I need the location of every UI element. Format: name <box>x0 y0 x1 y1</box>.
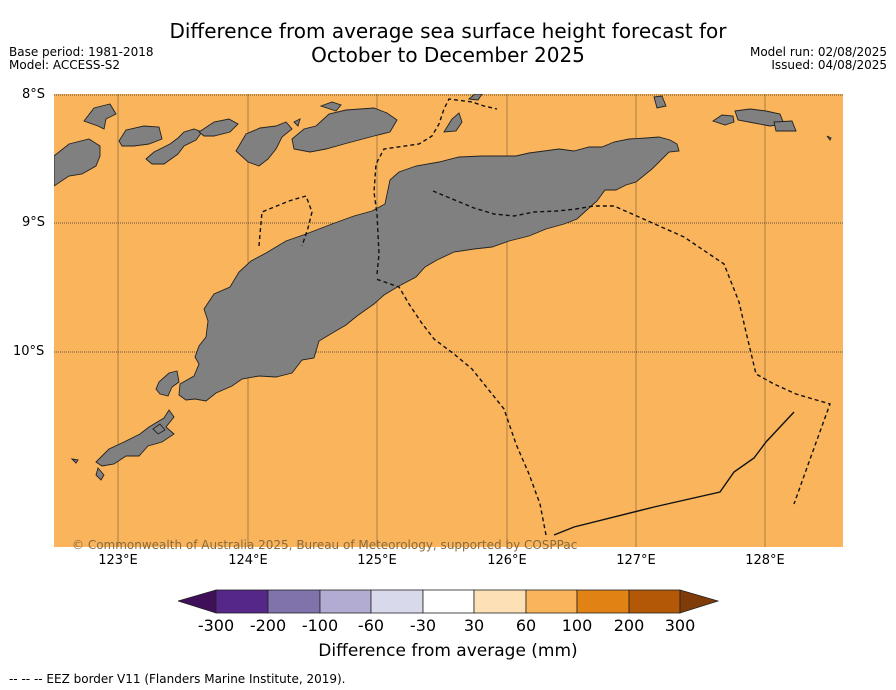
flores-island <box>54 138 101 187</box>
title-line-2: October to December 2025 <box>311 43 585 67</box>
rote-island <box>95 409 175 467</box>
wetar-island <box>467 94 483 101</box>
leti-island <box>711 114 735 126</box>
eez-oecusse-dashed <box>258 195 313 247</box>
colorbar-label: -300 <box>197 616 235 635</box>
lon-label-125e: 125°E <box>357 553 397 568</box>
colorbar-segment <box>422 589 475 614</box>
eez-east-dashed <box>432 190 831 505</box>
colorbar-segment <box>473 589 527 614</box>
timor-island <box>178 136 680 402</box>
lat-label-8s: 8°S <box>22 87 46 102</box>
lon-label-126e: 126°E <box>487 553 527 568</box>
lon-label-123e: 123°E <box>98 553 138 568</box>
eez-north-dashed <box>373 98 498 275</box>
semau-island <box>155 370 180 397</box>
islet-north-2 <box>293 118 301 127</box>
meta-left: Base period: 1981-2018 Model: ACCESS-S2 <box>9 46 154 72</box>
model-run-text: Model run: 02/08/2025 <box>749 45 887 59</box>
map-title: Difference from average sea surface heig… <box>0 19 896 67</box>
islet-east <box>826 135 832 141</box>
colorbar-segment <box>628 589 681 614</box>
eez-border <box>258 98 831 536</box>
colorbar-label: 200 <box>613 616 645 635</box>
pantar-island <box>235 121 293 167</box>
colorbar-segment <box>525 589 578 614</box>
atauro-island <box>443 112 463 133</box>
title-line-1: Difference from average sea surface heig… <box>169 19 727 43</box>
lakor-island <box>773 120 797 132</box>
colorbar-segment <box>267 589 321 614</box>
colorbar <box>178 589 720 614</box>
colorbar-label: 100 <box>561 616 593 635</box>
issued-text: Issued: 04/08/2025 <box>771 58 887 72</box>
colorbar-segment <box>576 589 630 614</box>
copyright-text: © Commonwealth of Australia 2025, Bureau… <box>72 538 578 552</box>
lat-label-9s: 9°S <box>22 215 46 230</box>
solor-island <box>118 125 163 147</box>
eez-legend-note: -- -- -- EEZ border V11 (Flanders Marine… <box>9 672 346 686</box>
meta-right: Model run: 02/08/2025 Issued: 04/08/2025 <box>750 46 887 72</box>
islet-southwest <box>70 458 79 464</box>
colorbar-extend-high <box>679 589 720 614</box>
colorbar-segment <box>319 589 372 614</box>
colorbar-segment <box>215 589 269 614</box>
ndao-island <box>152 423 166 435</box>
colorbar-label: 30 <box>463 616 485 635</box>
islet-north-1 <box>319 101 342 112</box>
map-panel <box>54 94 843 547</box>
lon-label-127e: 127°E <box>616 553 656 568</box>
lon-label-124e: 124°E <box>228 553 268 568</box>
eez-south-solid <box>553 411 795 536</box>
lon-label-128e: 128°E <box>745 553 785 568</box>
colorbar-label: -200 <box>249 616 287 635</box>
map-svg <box>54 94 843 547</box>
alor-island <box>83 103 117 130</box>
lembata-island <box>198 118 239 137</box>
colorbar-title: Difference from average (mm) <box>318 641 578 661</box>
rote-islet <box>95 467 105 481</box>
base-period-text: Base period: 1981-2018 <box>9 45 154 59</box>
eez-west-dashed <box>375 278 547 536</box>
colorbar-extend-low <box>178 589 217 614</box>
colorbar-label: -100 <box>301 616 339 635</box>
kisar-island <box>653 95 667 109</box>
colorbar-label: 60 <box>515 616 537 635</box>
colorbar-segment <box>370 589 424 614</box>
model-text: Model: ACCESS-S2 <box>9 58 121 72</box>
alor-east-island <box>291 107 398 153</box>
colorbar-label: -60 <box>357 616 385 635</box>
land <box>54 94 832 481</box>
colorbar-label: 300 <box>664 616 696 635</box>
colorbar-label: -30 <box>409 616 437 635</box>
lat-label-10s: 10°S <box>13 344 45 359</box>
